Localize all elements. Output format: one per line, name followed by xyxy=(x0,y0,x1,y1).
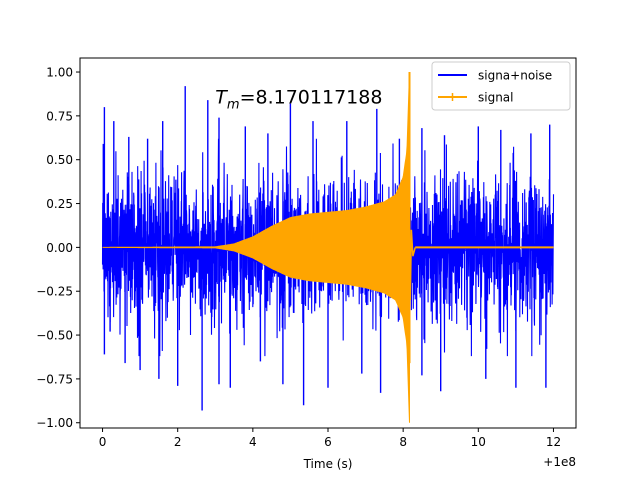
y-tick-label: −1.00 xyxy=(36,416,73,430)
x-axis-label: Time (s) xyxy=(303,457,353,471)
x-tick-label: 8 xyxy=(399,435,407,449)
annotation-subscript: m xyxy=(227,98,240,113)
y-axis: −1.00 −0.75 −0.50 −0.25 0.00 0.25 0.50 0.75 1.00 xyxy=(36,66,80,430)
x-tick-label: 6 xyxy=(324,435,332,449)
annotation-symbol: T xyxy=(215,87,228,109)
annotation-value: =8.170117188 xyxy=(240,87,383,109)
y-tick-label: 0.50 xyxy=(46,153,73,167)
x-tick-label: 10 xyxy=(471,435,486,449)
legend: signa+noise signal xyxy=(431,61,571,111)
y-tick-label: −0.25 xyxy=(36,285,73,299)
legend-label-signa-noise: signa+noise xyxy=(478,69,552,83)
y-tick-label: 0.25 xyxy=(46,197,73,211)
x-axis: 0 2 4 6 8 10 12 xyxy=(99,428,561,449)
x-tick-label: 0 xyxy=(99,435,107,449)
y-tick-label: 0.75 xyxy=(46,109,73,123)
x-offset-label: +1e8 xyxy=(543,455,576,469)
signal-ringdown xyxy=(409,229,416,301)
y-tick-label: −0.50 xyxy=(36,329,73,343)
x-tick-label: 4 xyxy=(249,435,257,449)
y-tick-label: −0.75 xyxy=(36,372,73,386)
legend-label-signal: signal xyxy=(478,91,514,105)
x-tick-label: 12 xyxy=(546,435,561,449)
series-layer xyxy=(101,71,555,423)
y-tick-label: 1.00 xyxy=(46,66,73,80)
x-tick-label: 2 xyxy=(174,435,182,449)
merger-time-annotation: Tm=8.170117188 xyxy=(215,87,382,113)
y-tick-label: 0.00 xyxy=(46,241,73,255)
